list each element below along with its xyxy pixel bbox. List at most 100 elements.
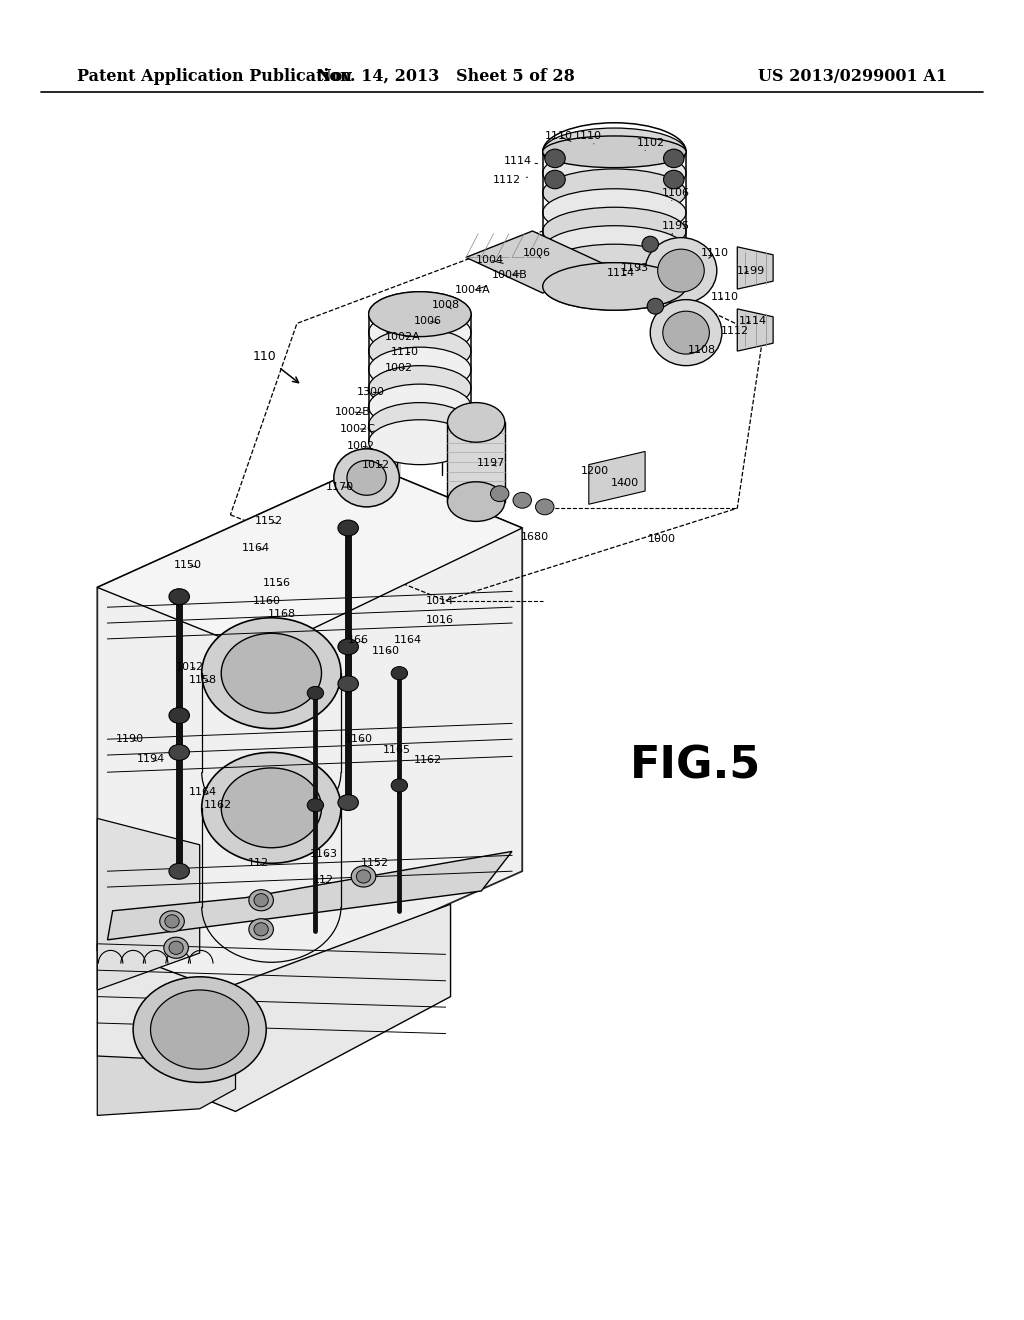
- Text: 1200: 1200: [581, 466, 609, 477]
- Text: 1006: 1006: [414, 315, 442, 326]
- Ellipse shape: [369, 329, 471, 374]
- Ellipse shape: [369, 347, 471, 392]
- Ellipse shape: [347, 461, 386, 495]
- Ellipse shape: [543, 263, 686, 310]
- Ellipse shape: [664, 170, 684, 189]
- Text: 1156: 1156: [262, 578, 291, 589]
- Ellipse shape: [221, 768, 322, 847]
- Text: 1160: 1160: [344, 734, 373, 744]
- Text: 1002: 1002: [346, 441, 375, 451]
- Text: 1012: 1012: [361, 459, 390, 470]
- Text: 1199: 1199: [736, 265, 765, 276]
- Text: 1164: 1164: [393, 635, 422, 645]
- Polygon shape: [447, 422, 505, 502]
- Text: 1006: 1006: [522, 248, 551, 259]
- Ellipse shape: [356, 870, 371, 883]
- Polygon shape: [97, 818, 200, 990]
- Text: 112: 112: [313, 875, 334, 886]
- Text: 1150: 1150: [173, 560, 202, 570]
- Ellipse shape: [164, 937, 188, 958]
- Ellipse shape: [543, 189, 686, 236]
- Text: 1002C: 1002C: [339, 424, 376, 434]
- Text: 1400: 1400: [610, 478, 639, 488]
- Ellipse shape: [543, 136, 686, 168]
- Text: 1164: 1164: [242, 543, 270, 553]
- Polygon shape: [97, 465, 522, 653]
- Text: 1002: 1002: [385, 363, 414, 374]
- Text: FIG.5: FIG.5: [630, 744, 761, 787]
- Ellipse shape: [664, 149, 684, 168]
- Text: 1004A: 1004A: [456, 285, 490, 296]
- Text: 1004: 1004: [475, 255, 504, 265]
- Ellipse shape: [650, 300, 722, 366]
- Polygon shape: [466, 231, 604, 293]
- Text: 1102: 1102: [637, 137, 666, 150]
- Text: 1197: 1197: [476, 458, 505, 469]
- Ellipse shape: [543, 169, 686, 216]
- Ellipse shape: [169, 589, 189, 605]
- Ellipse shape: [545, 149, 565, 168]
- Text: 112: 112: [248, 858, 268, 869]
- Text: 110: 110: [252, 350, 276, 363]
- Text: 1112: 1112: [721, 326, 750, 337]
- Text: US 2013/0299001 A1: US 2013/0299001 A1: [758, 69, 947, 84]
- Ellipse shape: [307, 686, 324, 700]
- Text: 1190: 1190: [116, 734, 144, 744]
- Ellipse shape: [369, 384, 471, 429]
- Ellipse shape: [657, 249, 705, 292]
- Polygon shape: [108, 851, 512, 940]
- Ellipse shape: [369, 292, 471, 337]
- Text: 1162: 1162: [204, 800, 232, 810]
- Text: 1160: 1160: [372, 645, 400, 656]
- Text: 1002B: 1002B: [335, 407, 370, 417]
- Ellipse shape: [369, 310, 471, 355]
- Ellipse shape: [169, 941, 183, 954]
- Ellipse shape: [133, 977, 266, 1082]
- Text: 1160: 1160: [253, 595, 282, 606]
- Text: 1106: 1106: [662, 187, 690, 201]
- Ellipse shape: [543, 207, 686, 255]
- Text: 1112: 1112: [493, 174, 527, 185]
- Ellipse shape: [447, 403, 505, 442]
- Ellipse shape: [391, 667, 408, 680]
- Ellipse shape: [543, 263, 686, 310]
- Ellipse shape: [334, 449, 399, 507]
- Text: 1108: 1108: [687, 345, 716, 355]
- Text: 1000: 1000: [647, 533, 676, 544]
- Text: 1110: 1110: [390, 347, 419, 358]
- Ellipse shape: [369, 403, 471, 447]
- Ellipse shape: [642, 236, 658, 252]
- Ellipse shape: [254, 894, 268, 907]
- Ellipse shape: [307, 799, 324, 812]
- Text: 1110: 1110: [711, 292, 739, 302]
- Text: 1300: 1300: [356, 387, 385, 397]
- Text: 1195: 1195: [662, 220, 690, 235]
- Text: 1016: 1016: [426, 615, 455, 626]
- Ellipse shape: [254, 923, 268, 936]
- Ellipse shape: [369, 420, 471, 465]
- Ellipse shape: [543, 149, 686, 197]
- Ellipse shape: [165, 915, 179, 928]
- Ellipse shape: [338, 676, 358, 692]
- Text: 1012: 1012: [175, 661, 204, 672]
- Ellipse shape: [545, 170, 565, 189]
- Ellipse shape: [543, 244, 686, 292]
- Ellipse shape: [160, 911, 184, 932]
- Ellipse shape: [202, 618, 341, 729]
- Text: 1163: 1163: [309, 849, 338, 859]
- Ellipse shape: [447, 482, 505, 521]
- Text: 1194: 1194: [136, 754, 165, 764]
- Text: 1114: 1114: [504, 156, 538, 166]
- Text: 1110: 1110: [545, 131, 573, 141]
- Ellipse shape: [543, 128, 686, 176]
- Text: 1165: 1165: [383, 744, 412, 755]
- Text: 1680: 1680: [520, 532, 549, 543]
- Ellipse shape: [338, 639, 358, 655]
- Polygon shape: [589, 451, 645, 504]
- Text: 1170: 1170: [326, 482, 354, 492]
- Text: 1164: 1164: [188, 787, 217, 797]
- Ellipse shape: [169, 863, 189, 879]
- Ellipse shape: [202, 752, 341, 863]
- Ellipse shape: [249, 890, 273, 911]
- Ellipse shape: [543, 226, 686, 273]
